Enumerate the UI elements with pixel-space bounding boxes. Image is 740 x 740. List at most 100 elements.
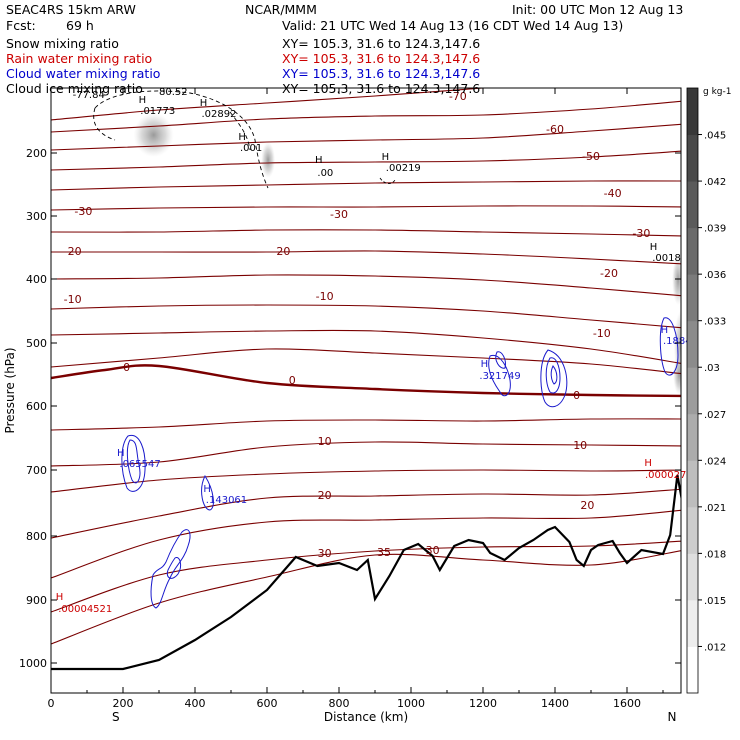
colorbar-frame: [686, 87, 699, 694]
colorbar-segment: [687, 134, 698, 182]
x-axis-title: Distance (km): [324, 710, 408, 724]
isotherm-label-18: 20: [318, 489, 332, 502]
isotherm-label-1: -60: [546, 123, 564, 136]
isotherm-label-4: -30: [632, 227, 650, 240]
cloud-max-h-3: H: [661, 325, 669, 336]
model-title: SEAC4RS 15km ARW: [6, 2, 136, 17]
field-rain-xy: XY= 105.3, 31.6 to 124.3,147.6: [282, 51, 481, 66]
colorbar-segment: [687, 227, 698, 275]
snow-max-label-5: .0018: [652, 253, 681, 264]
isotherm-label-10: -10: [64, 293, 82, 306]
colorbar-tick-label-9: .018: [704, 549, 726, 560]
colorbar-unit: g kg-1: [703, 87, 731, 97]
isotherm-30: [51, 540, 681, 613]
isotherm-35: [51, 550, 681, 645]
isotherm--30: [51, 229, 681, 237]
cloud-water-contour-4: [166, 556, 182, 579]
isotherm-label-14: 0: [289, 374, 296, 387]
snow-shade-0: [133, 113, 174, 157]
snow-max-label-4: .00219: [386, 163, 421, 174]
colorbar-segment: [687, 320, 698, 368]
cloud-water-contour-2: [201, 474, 214, 511]
field-rain-name: Rain water mixing ratio: [6, 51, 153, 66]
y-tick-label-5: 700: [26, 464, 47, 477]
cloud-max-label-1: .143061: [206, 495, 247, 506]
snow-max-h-4: H: [382, 152, 390, 163]
isotherm--70: [51, 88, 491, 121]
y-tick-label-2: 400: [26, 273, 47, 286]
isotherm-label-11: -10: [316, 290, 334, 303]
colorbar-segment: [687, 367, 698, 415]
south-label: S: [112, 710, 120, 724]
snow-max-label-1: .02892: [201, 109, 236, 120]
y-tick-label-7: 900: [26, 594, 47, 607]
isotherm-label-17: 10: [573, 439, 587, 452]
snow-max-h-3: H: [315, 155, 323, 166]
x-tick-label-5: 1000: [397, 697, 425, 710]
x-tick-label-2: 400: [185, 697, 206, 710]
isotherm--45: [51, 150, 681, 171]
isotherm-label-21: 30: [426, 544, 440, 557]
colorbar-tick-label-7: .024: [704, 456, 726, 467]
snow-shade-4: [673, 355, 681, 395]
x-tick-label-1: 200: [113, 697, 134, 710]
snow-max-h-0: H: [139, 95, 147, 106]
plot-frame: [50, 87, 682, 694]
rain-max-h-1: H: [644, 458, 652, 469]
cloud-water-contour-3: [150, 529, 191, 609]
snow-max-label-0: .01773: [140, 106, 175, 117]
snow-max-h-2: H: [238, 132, 246, 143]
colorbar-tick-label-0: .045: [704, 131, 726, 142]
isotherm-label-15: 0: [573, 389, 580, 402]
colorbar-segment: [687, 88, 698, 136]
isotherm-20: [51, 488, 681, 539]
field-snow-xy: XY= 105.3, 31.6 to 124.3,147.6: [282, 36, 481, 51]
isotherm-label-3: -40: [604, 187, 622, 200]
snow-max-label-3: .00: [317, 168, 333, 179]
isotherm--10: [51, 329, 681, 364]
snow-shade-2: [672, 255, 681, 305]
fcst-label: Fcst:: [6, 18, 36, 33]
x-tick-label-8: 1600: [613, 697, 641, 710]
isotherm-0: [51, 364, 681, 398]
isotherm-10: [51, 441, 681, 467]
colorbar-tick-label-10: .015: [704, 596, 726, 607]
y-tick-label-4: 600: [26, 400, 47, 413]
isotherm-label-8: -20: [272, 245, 290, 258]
isotherm-label-12: -10: [593, 327, 611, 340]
cloud-max-label-3: .1884: [663, 336, 692, 347]
terrain-line: [51, 474, 681, 671]
isotherm-label-7: -20: [64, 245, 82, 258]
cloud-water-contour-1: [121, 434, 146, 492]
colorbar-tick-label-1: .042: [704, 177, 726, 188]
colorbar-segment: [687, 553, 698, 601]
snow-max-label-2: .001: [240, 143, 262, 154]
isotherm-label-13: 0: [123, 361, 130, 374]
cloud-max-label-0: .065547: [119, 459, 160, 470]
colorbar-tick-label-2: .039: [704, 224, 726, 235]
cloud-max-label-2: .321749: [479, 371, 520, 382]
isotherm-label-16: 10: [318, 435, 332, 448]
colorbar-tick-label-11: .012: [704, 642, 726, 653]
colorbar-segment: [687, 599, 698, 647]
isotherm-label-22: 35: [377, 546, 391, 559]
y-tick-label-3: 500: [26, 337, 47, 350]
org-label: NCAR/MMM: [245, 2, 317, 17]
colorbar-segment: [687, 460, 698, 508]
cloud-water-contour-0: [126, 439, 141, 484]
valid-time: Valid: 21 UTC Wed 14 Aug 13 (16 CDT Wed …: [282, 18, 624, 33]
isotherm-label-5: -30: [74, 205, 92, 218]
field-ice-name: Cloud ice mixing ratio: [6, 81, 143, 96]
isotherm-label-19: 20: [580, 499, 594, 512]
cloud-water-contour-5: [488, 354, 511, 397]
cloud-water-contour-8: [545, 357, 561, 394]
colorbar-tick-label-6: .027: [704, 410, 726, 421]
x-tick-label-6: 1200: [469, 697, 497, 710]
rain-max-label-1: .000027: [645, 470, 686, 481]
isotherm-label-0: -70: [449, 90, 467, 103]
isotherm--20: [51, 274, 681, 297]
field-ice-xy: XY= 105.3, 31.6 to 124.3,147.6: [282, 81, 481, 96]
isotherm-5: [51, 418, 681, 431]
isotherm-label-9: -20: [600, 267, 618, 280]
